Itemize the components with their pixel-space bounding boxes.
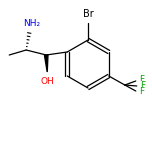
Text: F: F bbox=[139, 76, 144, 85]
Text: OH: OH bbox=[40, 77, 54, 86]
Text: Br: Br bbox=[83, 9, 93, 19]
Text: F: F bbox=[140, 81, 145, 90]
Polygon shape bbox=[45, 55, 48, 72]
Text: NH₂: NH₂ bbox=[23, 19, 40, 28]
Text: F: F bbox=[139, 88, 144, 97]
